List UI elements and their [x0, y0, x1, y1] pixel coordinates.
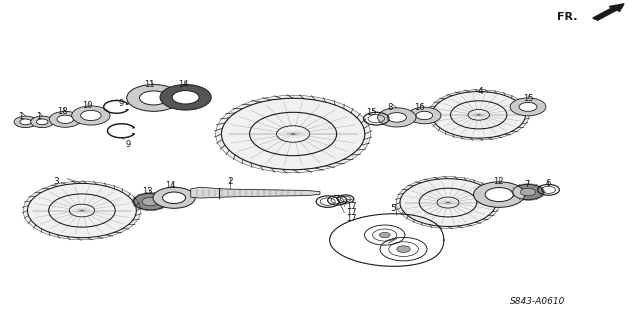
Text: 1: 1 [18, 112, 23, 121]
Circle shape [172, 91, 199, 104]
Text: 18: 18 [58, 107, 68, 116]
Text: 15: 15 [366, 108, 376, 117]
Circle shape [133, 193, 168, 210]
Text: FR.: FR. [557, 11, 577, 22]
Text: 3: 3 [54, 177, 59, 186]
Text: 9: 9 [125, 140, 131, 149]
Text: 4: 4 [477, 87, 483, 96]
FancyArrow shape [593, 4, 624, 20]
Circle shape [20, 119, 31, 125]
Circle shape [485, 188, 513, 202]
Text: 13: 13 [142, 187, 152, 196]
Circle shape [25, 182, 139, 239]
Text: 5: 5 [391, 204, 396, 212]
Text: 8: 8 [388, 103, 393, 112]
Circle shape [429, 90, 528, 139]
Circle shape [72, 106, 110, 125]
Circle shape [437, 197, 459, 208]
Circle shape [153, 187, 195, 208]
Circle shape [140, 91, 168, 105]
Polygon shape [191, 187, 320, 198]
Circle shape [81, 110, 101, 121]
Circle shape [468, 109, 490, 120]
Text: 15: 15 [523, 94, 533, 103]
Circle shape [49, 111, 81, 127]
Circle shape [380, 232, 390, 238]
Text: 1: 1 [36, 112, 41, 121]
Circle shape [218, 96, 369, 172]
Circle shape [142, 197, 159, 206]
Circle shape [397, 177, 499, 228]
Circle shape [512, 184, 544, 200]
Circle shape [519, 102, 537, 111]
Text: S843-A0610: S843-A0610 [510, 297, 565, 306]
Text: 2: 2 [228, 177, 233, 186]
Circle shape [474, 182, 525, 207]
Circle shape [520, 188, 536, 196]
Text: 14: 14 [178, 80, 188, 89]
Circle shape [276, 126, 310, 142]
Text: 10: 10 [82, 101, 92, 110]
Circle shape [36, 119, 48, 125]
Text: 17: 17 [346, 214, 356, 223]
Circle shape [127, 85, 180, 111]
Circle shape [397, 246, 410, 253]
Text: 17: 17 [346, 208, 356, 217]
Text: 12: 12 [493, 177, 503, 186]
Circle shape [31, 116, 54, 128]
Circle shape [163, 192, 186, 204]
Text: 9: 9 [118, 99, 124, 108]
Text: 16: 16 [414, 103, 424, 112]
Circle shape [378, 108, 416, 127]
Circle shape [14, 116, 37, 128]
Text: 6: 6 [546, 179, 551, 188]
Text: 14: 14 [165, 181, 175, 190]
Circle shape [408, 107, 441, 124]
Text: 17: 17 [346, 202, 356, 211]
Circle shape [416, 111, 433, 120]
Circle shape [69, 204, 95, 217]
Circle shape [510, 98, 546, 116]
Circle shape [387, 113, 406, 122]
Text: 11: 11 [145, 80, 155, 89]
Circle shape [57, 115, 74, 123]
Text: 7: 7 [525, 180, 530, 189]
Circle shape [160, 85, 211, 110]
